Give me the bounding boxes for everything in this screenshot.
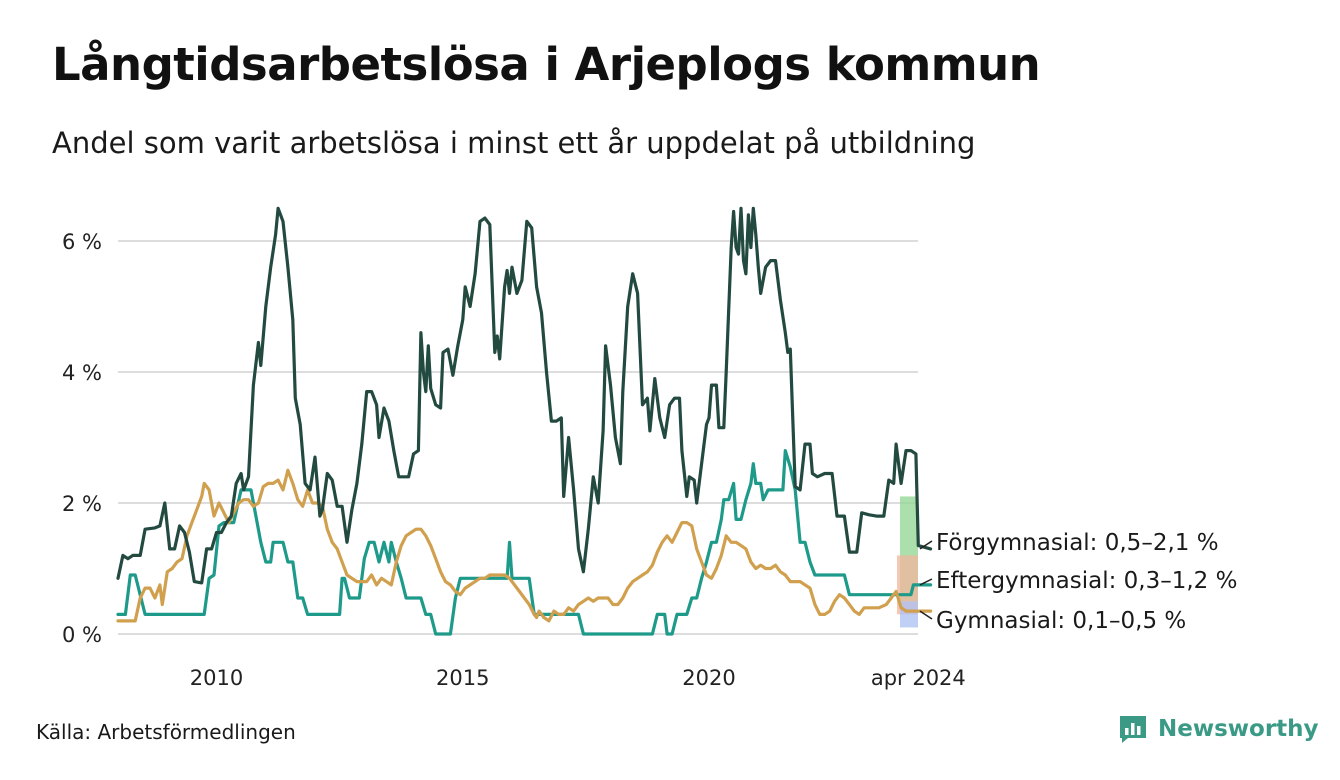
brand-name: Newsworthy	[1158, 716, 1319, 742]
brand-logo: Newsworthy	[1118, 714, 1319, 744]
page-subtitle: Andel som varit arbetslösa i minst ett å…	[52, 126, 976, 160]
newsworthy-logo-icon	[1120, 716, 1146, 743]
x-tick-label: 2020	[682, 666, 735, 690]
series-label-forgymnasial: Förgymnasial: 0,5–2,1 %	[936, 530, 1219, 556]
series-line	[116, 206, 933, 585]
series-end-labels: Förgymnasial: 0,5–2,1 % Eftergymnasial: …	[919, 530, 1237, 634]
series-line	[116, 468, 933, 623]
x-tick-label: 2010	[190, 666, 243, 690]
y-tick-label: 0 %	[62, 623, 102, 647]
series-leader-eftergymnasial	[919, 578, 933, 586]
series-lines	[116, 206, 933, 636]
source-note: Källa: Arbetsförmedlingen	[36, 720, 296, 744]
x-tick-label: 2015	[436, 666, 489, 690]
x-axis-ticks: 2010 2015 2020 apr 2024	[190, 666, 966, 690]
grid-lines	[118, 240, 918, 635]
y-tick-label: 4 %	[62, 361, 102, 385]
range-band	[900, 601, 918, 628]
x-tick-label: apr 2024	[871, 666, 966, 690]
range-bands	[897, 496, 918, 628]
series-leader-forgymnasial	[919, 540, 933, 550]
series-label-eftergymnasial: Eftergymnasial: 0,3–1,2 %	[936, 568, 1237, 594]
y-tick-label: 2 %	[62, 492, 102, 516]
y-axis-ticks: 0 % 2 % 4 % 6 %	[62, 230, 102, 647]
series-label-gymnasial: Gymnasial: 0,1–0,5 %	[936, 608, 1186, 634]
series-line	[116, 449, 933, 636]
range-band	[897, 555, 918, 615]
series-leader-gymnasial	[919, 610, 933, 620]
y-tick-label: 6 %	[62, 230, 102, 254]
page-title: Långtidsarbetslösa i Arjeplogs kommun	[52, 38, 1041, 91]
